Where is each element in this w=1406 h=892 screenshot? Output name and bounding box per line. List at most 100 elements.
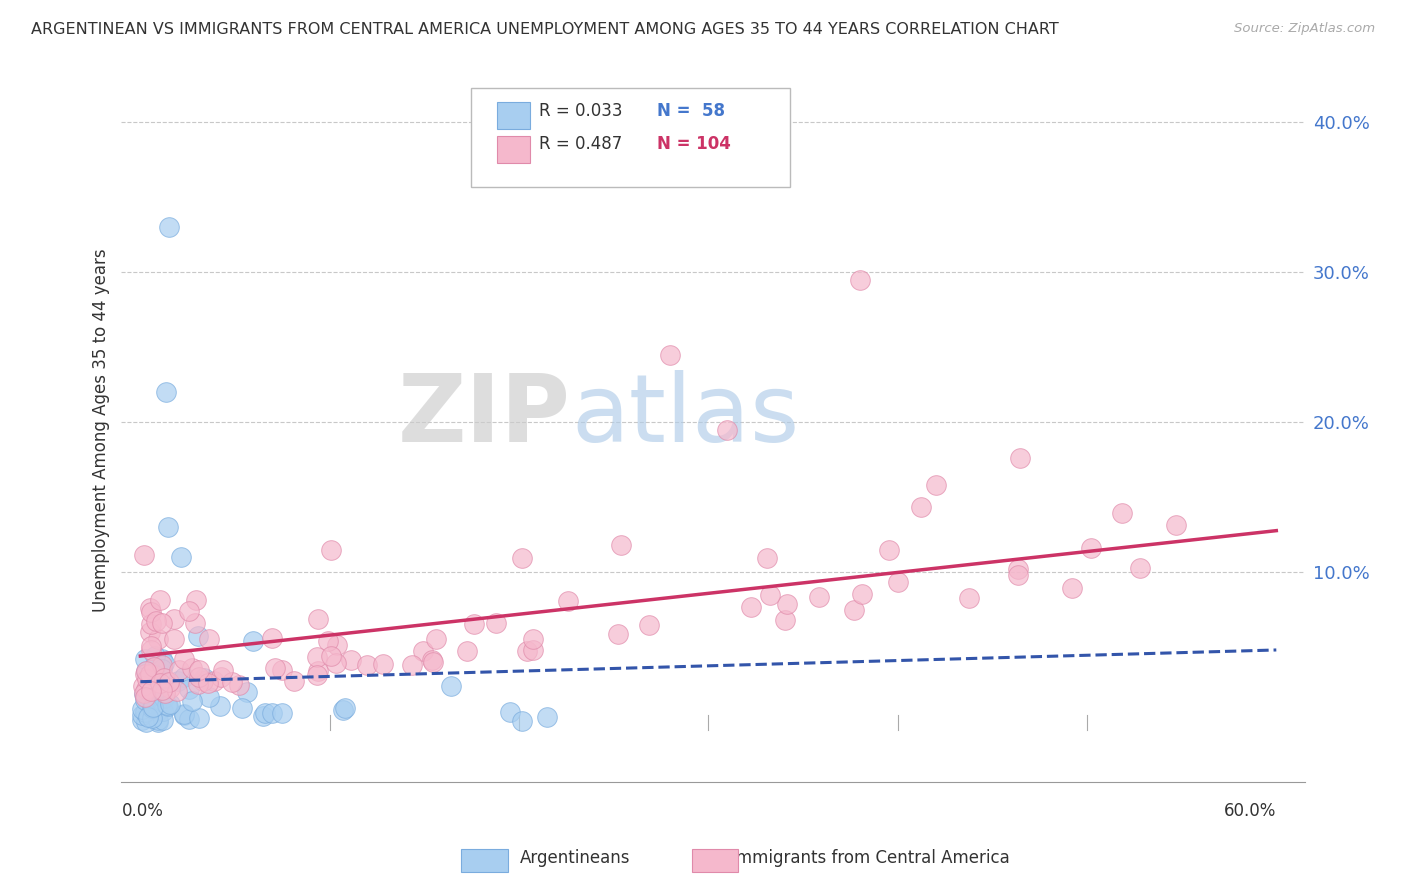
Point <box>252 708 274 723</box>
Point <box>887 574 910 589</box>
Point <box>139 625 162 640</box>
Point <box>166 683 188 698</box>
Point <box>142 660 165 674</box>
FancyBboxPatch shape <box>471 88 790 186</box>
Text: R = 0.033: R = 0.033 <box>538 102 623 120</box>
Point <box>134 705 156 719</box>
Point <box>1007 562 1029 576</box>
Point <box>131 701 153 715</box>
Point <box>132 686 155 700</box>
Text: R = 0.487: R = 0.487 <box>538 136 623 153</box>
Point <box>136 710 159 724</box>
Point <box>167 673 190 688</box>
Point <box>776 597 799 611</box>
Point <box>557 594 579 608</box>
Point <box>228 678 250 692</box>
Point <box>510 550 533 565</box>
Text: Source: ZipAtlas.com: Source: ZipAtlas.com <box>1234 22 1375 36</box>
Point <box>260 706 283 720</box>
Point <box>758 588 780 602</box>
Point <box>463 617 485 632</box>
Point <box>159 697 181 711</box>
Point <box>326 638 349 652</box>
Point <box>536 710 558 724</box>
Point <box>1111 506 1133 520</box>
Point <box>716 423 738 437</box>
Point <box>512 714 534 728</box>
Point <box>131 713 153 727</box>
Point <box>335 701 357 715</box>
Point <box>135 714 157 729</box>
Point <box>148 714 170 729</box>
Point <box>187 663 209 677</box>
Point <box>173 651 195 665</box>
Point <box>910 500 932 514</box>
Point <box>522 643 544 657</box>
Point <box>221 674 243 689</box>
Point <box>157 698 180 713</box>
Point <box>134 666 156 681</box>
Point <box>186 592 208 607</box>
Point <box>1164 518 1187 533</box>
Point <box>139 601 162 615</box>
Point <box>271 706 294 721</box>
Point <box>236 684 259 698</box>
Point <box>307 667 329 681</box>
Point <box>924 478 946 492</box>
Point <box>153 656 176 670</box>
Text: N = 104: N = 104 <box>658 136 731 153</box>
Point <box>138 667 160 681</box>
Point <box>270 663 292 677</box>
Point <box>209 698 232 713</box>
Point <box>412 644 434 658</box>
Point <box>134 548 156 562</box>
Point <box>150 651 173 665</box>
Point <box>150 615 173 630</box>
Point <box>141 617 163 632</box>
Point <box>659 348 682 362</box>
Point <box>157 675 180 690</box>
Point <box>1080 541 1102 555</box>
Point <box>155 385 177 400</box>
Point <box>181 661 204 675</box>
Point <box>184 615 207 630</box>
Point <box>307 649 329 664</box>
Point <box>145 691 167 706</box>
Point <box>143 667 166 681</box>
Point <box>152 713 174 727</box>
Point <box>134 690 156 705</box>
FancyBboxPatch shape <box>496 102 530 128</box>
Point <box>439 679 461 693</box>
Point <box>332 702 354 716</box>
Point <box>149 593 172 607</box>
Point <box>150 657 173 672</box>
Point <box>197 676 219 690</box>
Point <box>522 632 544 647</box>
Point <box>156 698 179 713</box>
Point <box>231 701 253 715</box>
Point <box>202 674 225 689</box>
Point <box>139 640 162 654</box>
Point <box>153 672 176 686</box>
Text: Argentineans: Argentineans <box>520 849 631 867</box>
Point <box>187 677 209 691</box>
Point <box>197 632 219 646</box>
Point <box>209 670 232 684</box>
Point <box>456 644 478 658</box>
Point <box>373 657 395 671</box>
Point <box>173 706 195 721</box>
Point <box>308 665 330 679</box>
Point <box>877 542 900 557</box>
Point <box>283 673 305 688</box>
Point <box>193 671 215 685</box>
Point <box>1007 567 1029 582</box>
Point <box>177 712 200 726</box>
Point <box>135 672 157 686</box>
Point <box>1008 451 1031 466</box>
Point <box>188 711 211 725</box>
Point <box>187 629 209 643</box>
Point <box>242 633 264 648</box>
Point <box>148 632 170 646</box>
Point <box>134 686 156 700</box>
Point <box>253 706 276 720</box>
